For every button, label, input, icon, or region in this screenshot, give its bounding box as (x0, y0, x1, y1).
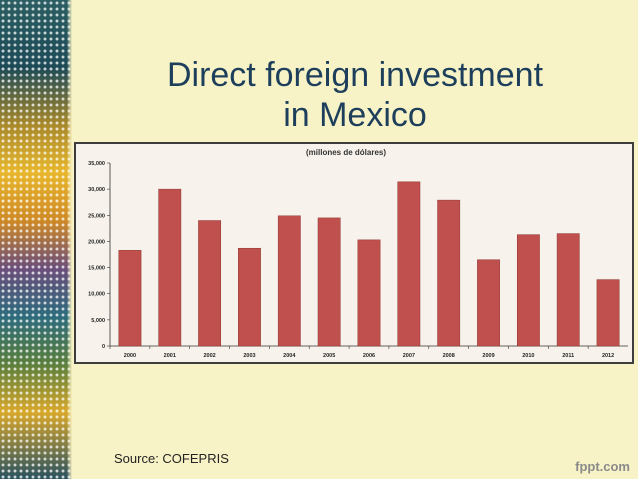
x-tick-label: 2003 (243, 353, 255, 359)
slide-title-line-1: Direct foreign investment (166, 55, 544, 94)
x-tick-label: 2000 (124, 353, 136, 359)
y-tick-label: 20,000 (88, 239, 105, 245)
brand-watermark: fppt.com (575, 459, 630, 474)
bar-2009 (477, 259, 500, 347)
x-tick-label: 2002 (203, 353, 215, 359)
y-tick-label: 5,000 (91, 318, 105, 324)
x-axis-ticks: 2000 2001 2002 2003 2004 2005 2006 2007 2008 2009… (109, 346, 614, 359)
x-tick-label: 2004 (283, 353, 296, 359)
x-tick-label: 2012 (602, 353, 614, 359)
y-tick-label: 15,000 (88, 266, 105, 272)
x-tick-label: 2011 (562, 353, 574, 359)
y-axis-ticks: 0 5,000 10,000 15,000 20,000 25,000 30,000 35,0… (88, 161, 110, 350)
bar-2008 (437, 199, 461, 347)
x-tick-label: 2009 (482, 353, 494, 359)
y-tick-label: 0 (102, 344, 105, 350)
bar-2010 (516, 234, 540, 347)
bar-2007 (397, 181, 421, 347)
bar-2011 (556, 233, 580, 347)
bar-2003 (238, 247, 261, 347)
chart-frame: (millones de dólares) 0 5,000 10,000 15,000… (74, 142, 634, 364)
y-tick-label: 35,000 (88, 161, 105, 167)
bar-2006 (357, 239, 381, 347)
bar-2004 (277, 215, 301, 347)
x-tick-label: 2001 (164, 353, 176, 359)
bar-chart: (millones de dólares) 0 5,000 10,000 15,000… (88, 148, 628, 359)
chart-unit-label: (millones de dólares) (306, 148, 386, 157)
y-tick-label: 25,000 (88, 213, 105, 219)
bar-2000 (118, 250, 142, 347)
y-tick-label: 30,000 (88, 187, 105, 193)
x-tick-label: 2008 (443, 353, 455, 359)
x-tick-label: 2010 (522, 353, 534, 359)
bar-2005 (317, 217, 341, 347)
bar-2012 (596, 279, 620, 347)
bar-2001 (158, 188, 182, 347)
slide-title-line-2: in Mexico (283, 95, 427, 134)
bars (118, 181, 620, 347)
y-tick-label: 10,000 (88, 292, 105, 298)
bar-2002 (198, 220, 222, 347)
x-tick-label: 2005 (323, 353, 335, 359)
source-note: Source: COFEPRIS (114, 451, 229, 466)
x-tick-label: 2007 (403, 353, 415, 359)
decorative-side-strip (0, 0, 72, 479)
slide-title: Direct foreign investment in Mexico (72, 55, 638, 135)
x-tick-label: 2006 (363, 353, 375, 359)
